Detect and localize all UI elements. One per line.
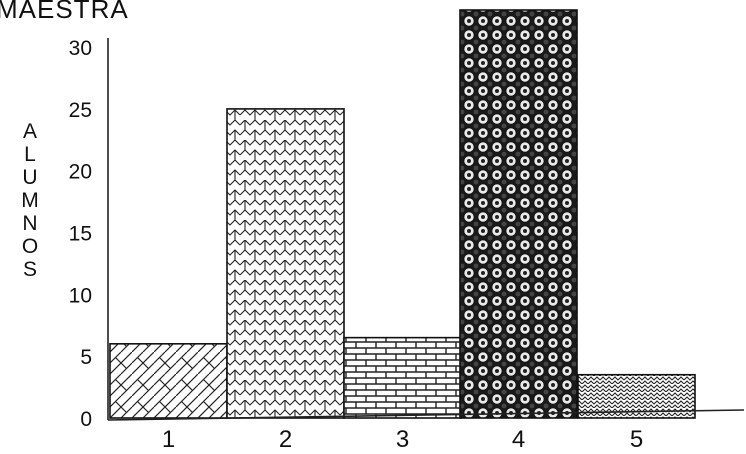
bar-4: [459, 9, 578, 419]
y-axis-label-letter: M: [21, 189, 39, 212]
x-tick-label: 4: [512, 426, 525, 453]
x-tick-label: 5: [630, 426, 643, 453]
y-axis-label-letter: U: [22, 166, 38, 189]
y-tick-label: 25: [69, 99, 92, 122]
y-axis-label-letter: A: [22, 120, 37, 143]
y-tick-label: 5: [80, 346, 92, 369]
x-tick-label: 3: [396, 426, 409, 453]
y-axis-label-letter: N: [22, 212, 38, 235]
bar-1: [109, 343, 228, 419]
y-axis-label-letter: S: [22, 258, 37, 281]
y-tick-label: 20: [69, 161, 92, 184]
y-tick-label: 0: [80, 408, 92, 431]
y-axis-label-letter: O: [21, 235, 39, 258]
y-tick-label: 15: [69, 223, 92, 246]
x-axis-line: [107, 409, 745, 421]
x-tick-label: 1: [162, 426, 175, 453]
y-tick-label: 10: [69, 284, 92, 307]
bar-2: [226, 108, 345, 419]
y-tick-label: 30: [69, 37, 92, 60]
bar-3: [343, 336, 462, 419]
chart-title: MAESTRA: [0, 0, 129, 24]
x-tick-label: 2: [279, 426, 292, 453]
y-axis-label-letter: L: [24, 143, 36, 166]
